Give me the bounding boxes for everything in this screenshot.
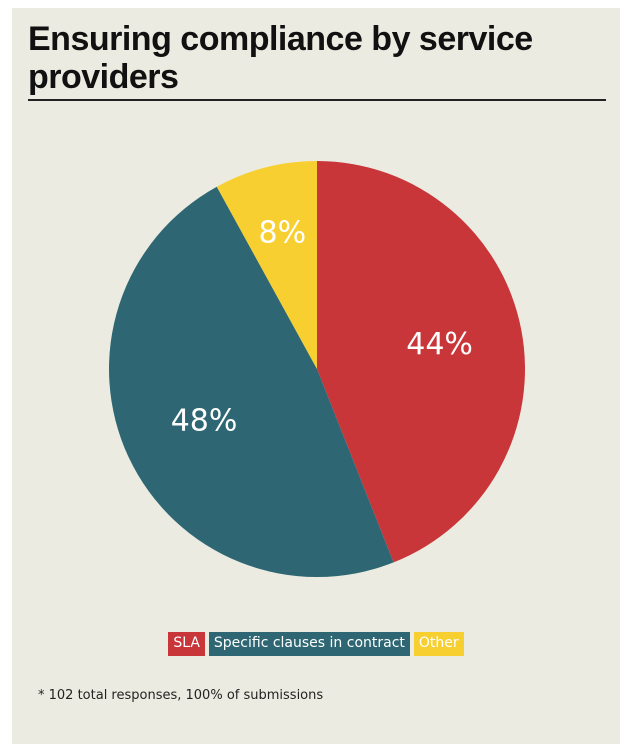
legend-item-specific-clauses-in-contract: Specific clauses in contract [208, 632, 410, 656]
pie-chart: 44% 48% 8% [108, 161, 526, 577]
footnote: * 102 total responses, 100% of submissio… [38, 688, 324, 703]
pie-slice-specific-clauses-in-contract [108, 186, 394, 577]
slice-value-label: 8% [259, 216, 307, 251]
slice-value-label: 48% [171, 404, 238, 439]
title-divider [28, 99, 606, 101]
pie-slice-sla [317, 161, 526, 563]
slice-value-label: 44% [406, 327, 473, 362]
legend-item-sla: SLA [168, 632, 205, 656]
chart-panel: Ensuring compliance by service providers… [12, 8, 620, 744]
chart-title: Ensuring compliance by service providers [28, 20, 533, 96]
pie-slice-other [216, 161, 317, 369]
legend-item-other: Other [413, 632, 464, 656]
chart-legend: SLA Specific clauses in contract Other [12, 632, 620, 656]
